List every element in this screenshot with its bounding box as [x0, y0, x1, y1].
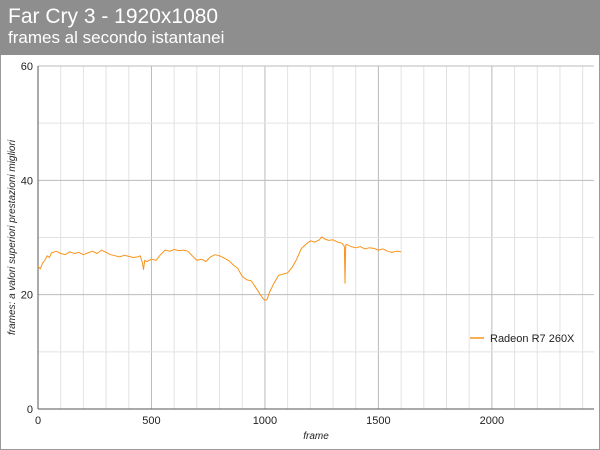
y-axis-label: frames: a valori superiori prestazioni m…: [7, 139, 18, 335]
grid-lines: [38, 65, 594, 409]
y-tick-label: 20: [21, 290, 33, 302]
tick-labels: 0 500 1000 1500 2000 0 20 40 60: [21, 61, 504, 427]
y-tick-label: 40: [21, 175, 33, 187]
x-tick-label: 0: [35, 415, 41, 427]
x-tick-label: 1000: [253, 415, 277, 427]
series-line-0: [37, 236, 402, 301]
legend: Radeon R7 260X: [470, 333, 575, 345]
chart-subtitle: frames al secondo istantanei: [8, 28, 225, 47]
series-layer: [37, 236, 402, 301]
x-tick-label: 500: [142, 415, 160, 427]
y-tick-label: 60: [21, 61, 33, 73]
x-axis-label: frame: [303, 431, 329, 442]
x-tick-label: 2000: [480, 415, 504, 427]
legend-label: Radeon R7 260X: [490, 333, 575, 345]
x-tick-label: 1500: [366, 415, 390, 427]
y-tick-label: 0: [27, 404, 33, 416]
chart-title: Far Cry 3 - 1920x1080: [8, 5, 219, 28]
axes: [37, 66, 594, 410]
chart-header: Far Cry 3 - 1920x1080 frames al secondo …: [0, 0, 600, 55]
